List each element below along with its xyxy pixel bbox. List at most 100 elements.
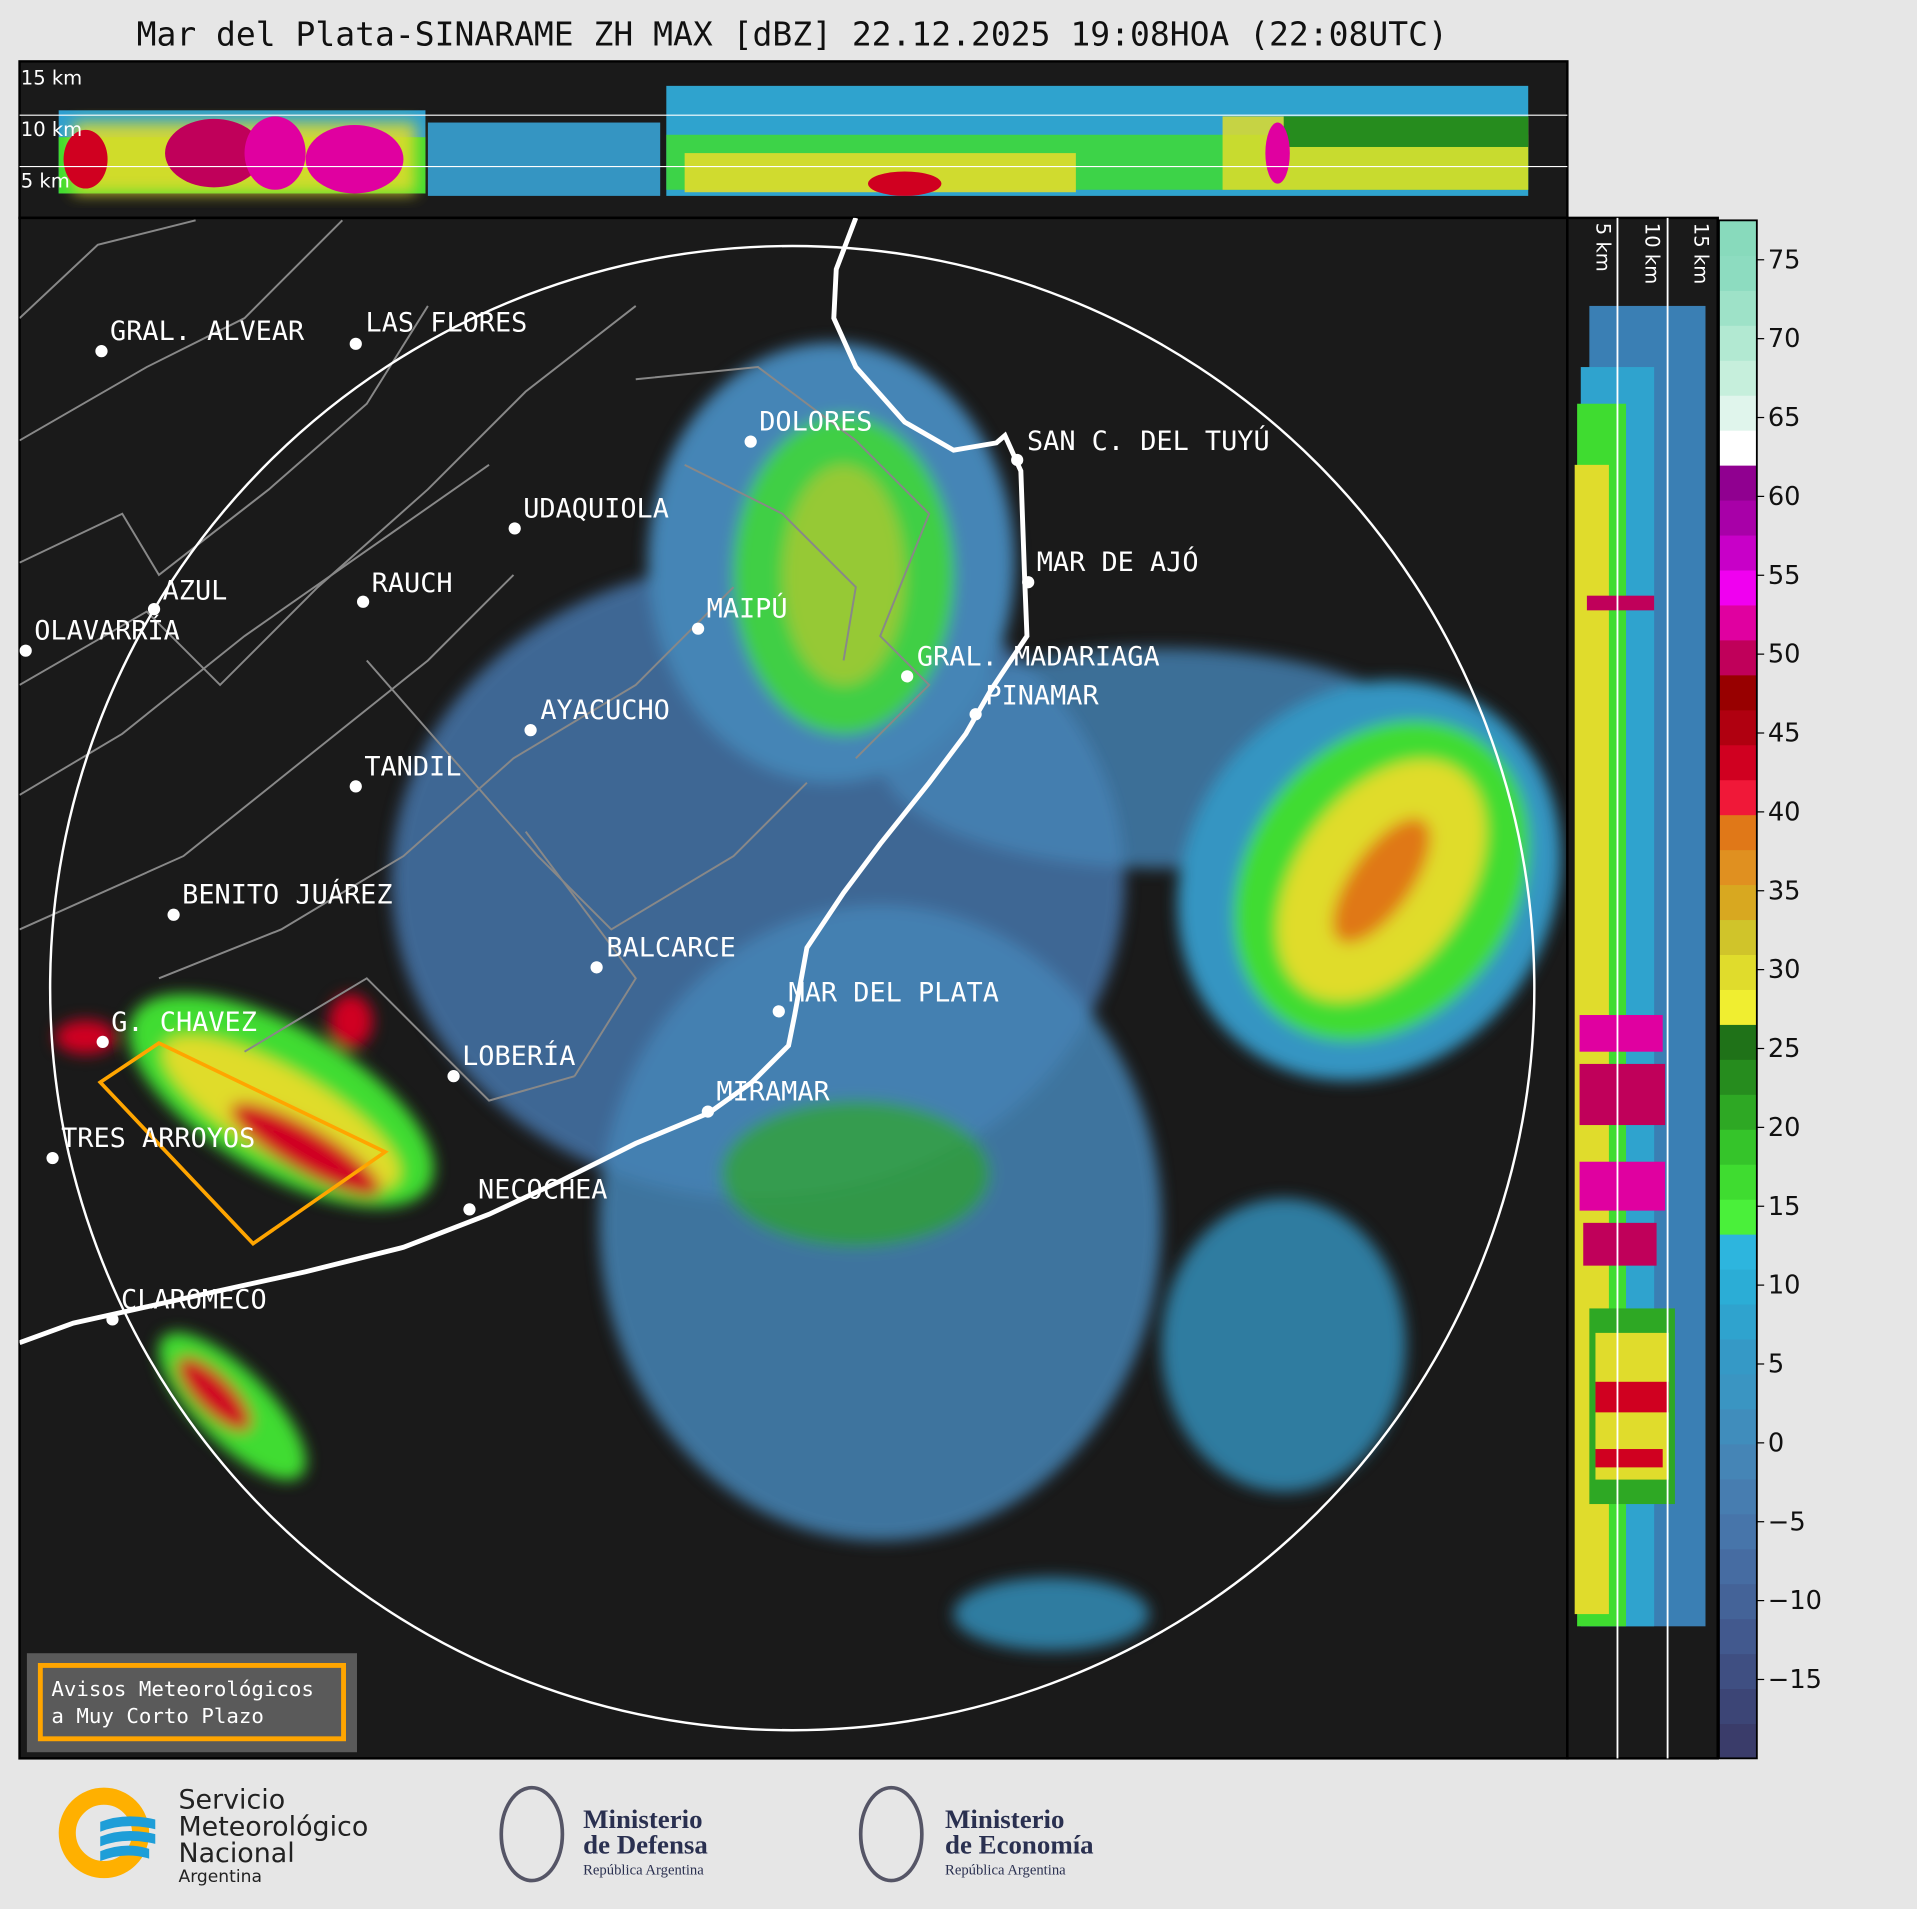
colorbar-segment — [1718, 1408, 1757, 1445]
svg-text:Ministerio: Ministerio — [945, 1804, 1064, 1834]
reflectivity-echoes — [55, 342, 1562, 1651]
colorbar-segment — [1718, 465, 1757, 501]
colorbar-segment — [1718, 1129, 1757, 1165]
colorbar-segment — [1718, 709, 1757, 746]
colorbar-segment — [1718, 1268, 1757, 1305]
colorbar-tick-label: 40 — [1768, 797, 1801, 827]
colorbar-tick-label: 20 — [1768, 1113, 1801, 1143]
svg-text:LOBERÍA: LOBERÍA — [462, 1040, 575, 1072]
coat-of-arms-icon — [858, 1785, 924, 1883]
city-pinamar: PINAMAR — [969, 680, 1099, 721]
colorbar-tick-label: −5 — [1768, 1507, 1806, 1537]
colorbar-segment — [1718, 919, 1757, 956]
svg-text:MAIPÚ: MAIPÚ — [707, 593, 788, 625]
logo-ministerio-economia: Ministerio de Economía República Argenti… — [858, 1785, 1094, 1883]
colorbar-tick-label: 75 — [1768, 245, 1801, 275]
colorbar-segment — [1718, 534, 1757, 571]
svg-text:Ministerio: Ministerio — [583, 1804, 702, 1834]
svg-text:Meteorológico: Meteorológico — [178, 1811, 368, 1842]
right-label-5km: 5 km — [1592, 223, 1615, 272]
colorbar-segment — [1718, 1513, 1757, 1550]
svg-text:República Argentina: República Argentina — [583, 1862, 704, 1878]
colorbar-segment — [1718, 884, 1757, 921]
city-dolores: DOLORES — [744, 407, 872, 448]
svg-text:TANDIL: TANDIL — [364, 751, 461, 782]
colorbar-segment — [1718, 779, 1757, 816]
svg-text:LAS FLORES: LAS FLORES — [366, 308, 528, 339]
radar-range-ring — [48, 244, 1536, 1732]
svg-text:MAR DE AJÓ: MAR DE AJÓ — [1037, 546, 1199, 578]
city-balcarce: BALCARCE — [590, 932, 736, 974]
svg-text:Servicio: Servicio — [178, 1784, 285, 1815]
city-tandil: TANDIL — [349, 751, 461, 793]
warning-polygon — [97, 1041, 389, 1247]
colorbar-segment — [1718, 744, 1757, 781]
colorbar-tick-label: 0 — [1768, 1428, 1784, 1458]
svg-text:CLAROMECO: CLAROMECO — [121, 1284, 267, 1315]
svg-text:TRES ARROYOS: TRES ARROYOS — [61, 1123, 255, 1154]
city-miramar: MIRAMAR — [701, 1077, 831, 1118]
colorbar-tick-label: 5 — [1768, 1350, 1784, 1380]
city-gral-madariaga: GRAL. MADARIAGA — [901, 641, 1160, 683]
city-necochea: NECOCHEA — [463, 1174, 607, 1216]
svg-text:BENITO JUÁREZ: BENITO JUÁREZ — [182, 879, 392, 911]
colorbar-segment — [1718, 1338, 1757, 1375]
city-azul: AZUL — [147, 575, 227, 616]
colorbar-tick-label: 55 — [1768, 561, 1801, 591]
colorbar-segment — [1718, 430, 1757, 466]
colorbar-tick-label: 30 — [1768, 955, 1801, 985]
colorbar-segment — [1718, 1199, 1757, 1235]
colorbar-tick-label: 70 — [1768, 324, 1801, 354]
colorbar-segment — [1718, 1618, 1757, 1655]
svg-text:NECOCHEA: NECOCHEA — [478, 1174, 607, 1205]
colorbar-tick-label: 15 — [1768, 1192, 1801, 1222]
svg-text:G. CHAVEZ: G. CHAVEZ — [111, 1007, 257, 1038]
city-markers: GRAL. ALVEAR LAS FLORES DOLORES SAN C. D… — [19, 308, 1270, 1326]
colorbar-segment — [1718, 499, 1757, 536]
legend-line-2: a Muy Corto Plazo — [51, 1704, 264, 1728]
svg-text:Nacional: Nacional — [178, 1838, 294, 1869]
svg-text:DOLORES: DOLORES — [759, 407, 872, 438]
colorbar-segment — [1718, 1583, 1757, 1620]
warnings-legend[interactable]: Avisos Meteorológicos a Muy Corto Plazo — [26, 1653, 357, 1753]
colorbar-tick-label: 10 — [1768, 1271, 1801, 1301]
colorbar-segment — [1718, 1164, 1757, 1200]
logo-ministerio-defensa: Ministerio de Defensa República Argentin… — [499, 1785, 708, 1883]
city-las-flores: LAS FLORES — [349, 308, 528, 350]
logo-smn: Servicio Meteorológico Nacional Argentin… — [58, 1784, 368, 1887]
colorbar-segment — [1718, 1234, 1757, 1270]
svg-text:GRAL. ALVEAR: GRAL. ALVEAR — [110, 316, 305, 347]
legend-line-1: Avisos Meteorológicos — [51, 1677, 314, 1701]
city-rauch: RAUCH — [356, 568, 453, 608]
colorbar-segment — [1718, 325, 1757, 361]
colorbar-tick-label: −10 — [1768, 1586, 1822, 1616]
right-cross-section: 5 km 10 km 15 km — [1566, 216, 1719, 1760]
colorbar-segment — [1718, 639, 1757, 676]
colorbar-segment — [1718, 1548, 1757, 1585]
colorbar-segment — [1718, 360, 1757, 396]
svg-text:Argentina: Argentina — [178, 1867, 261, 1887]
right-label-10km: 10 km — [1641, 223, 1664, 284]
city-mar-de-ajo: MAR DE AJÓ — [1022, 546, 1199, 589]
svg-text:MAR DEL PLATA: MAR DEL PLATA — [789, 978, 999, 1009]
city-gral-alvear: GRAL. ALVEAR — [95, 316, 305, 358]
city-loberia: LOBERÍA — [447, 1040, 575, 1083]
colorbar-segment — [1718, 1024, 1757, 1060]
colorbar-segment — [1718, 1478, 1757, 1515]
colorbar-segment — [1718, 255, 1757, 291]
city-udaquiola: UDAQUIOLA — [508, 493, 669, 535]
colorbar-segment — [1718, 954, 1757, 990]
radar-map[interactable]: GRAL. ALVEAR LAS FLORES DOLORES SAN C. D… — [18, 216, 1639, 1760]
city-olavarria: OLAVARRÍA — [19, 615, 180, 657]
coat-of-arms-icon — [499, 1785, 565, 1883]
coastline — [19, 217, 1030, 1345]
svg-text:BALCARCE: BALCARCE — [606, 932, 735, 963]
colorbar-segment — [1718, 1094, 1757, 1130]
colorbar-tick-label: −15 — [1768, 1665, 1822, 1695]
svg-text:de Defensa: de Defensa — [583, 1830, 708, 1860]
svg-text:PINAMAR: PINAMAR — [985, 680, 1099, 711]
top-label-10km: 10 km — [21, 118, 82, 141]
top-label-15km: 15 km — [21, 67, 82, 90]
